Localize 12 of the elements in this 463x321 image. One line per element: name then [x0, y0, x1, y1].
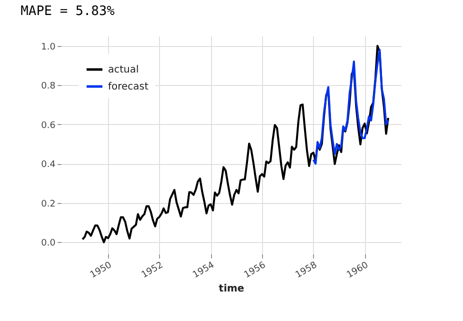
y-tick-label: 0.0	[41, 238, 56, 249]
legend-label: actual	[108, 64, 139, 76]
y-tick-label: 0.8	[41, 82, 56, 92]
legend-label: forecast	[108, 82, 149, 92]
y-tick-label: 0.6	[41, 120, 56, 131]
chart-title: MAPE = 5.83%	[20, 4, 115, 19]
line-series	[312, 48, 390, 165]
y-tick-label: 0.2	[41, 199, 56, 210]
y-tick-label: 1.0	[41, 42, 56, 52]
line-series	[81, 44, 390, 244]
y-tick-label: 0.4	[41, 160, 56, 170]
x-axis-title: time	[218, 284, 244, 295]
